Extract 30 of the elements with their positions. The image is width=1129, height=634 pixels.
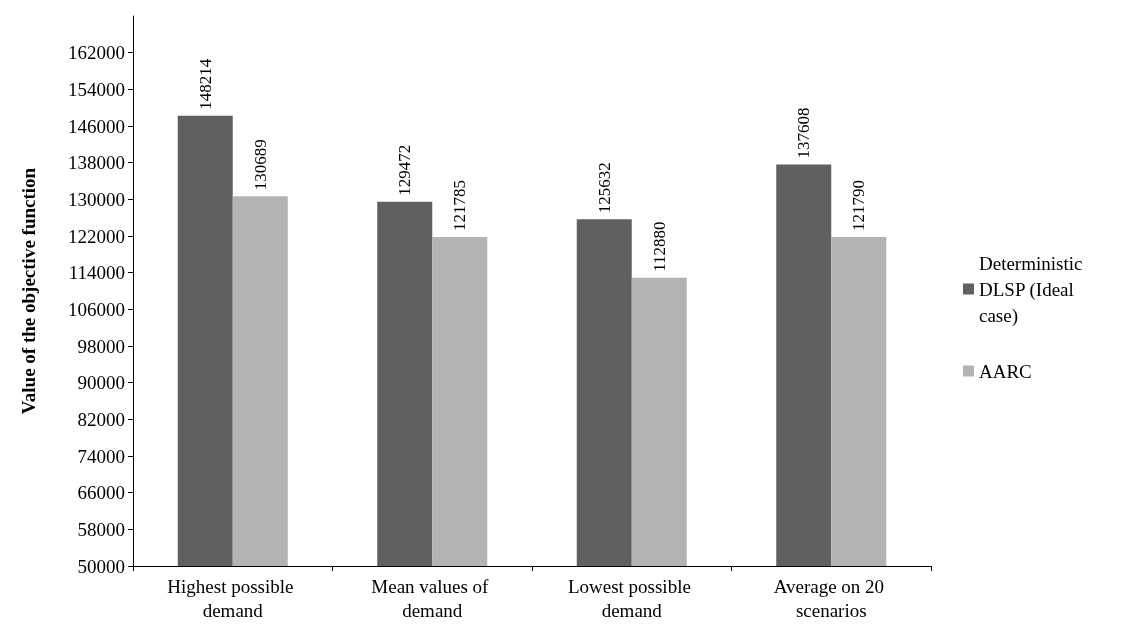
y-tick-label: 138000 — [68, 152, 125, 174]
y-tick-label: 154000 — [68, 78, 125, 100]
x-tick-label: Highest possible demand — [167, 575, 299, 621]
y-tick-label: 122000 — [68, 225, 125, 247]
legend-label: AARC — [979, 360, 1032, 382]
y-axis-title: Value of the objective function — [18, 167, 39, 415]
y-tick-label: 66000 — [77, 482, 125, 504]
data-label: 130689 — [250, 139, 270, 191]
y-tick-label: 106000 — [68, 298, 125, 320]
data-label: 129472 — [395, 144, 415, 196]
y-tick-label: 130000 — [68, 188, 125, 210]
data-label: 121790 — [849, 179, 869, 231]
data-label: 125632 — [594, 162, 614, 214]
y-tick-label: 82000 — [77, 408, 125, 430]
y-tick-label: 146000 — [68, 115, 125, 137]
legend-label: Deterministic DLSP (Ideal case) — [979, 252, 1088, 327]
x-tick-label: Lowest possible demand — [567, 575, 696, 621]
data-label: 112880 — [649, 221, 669, 272]
y-tick-label: 74000 — [77, 445, 125, 467]
x-tick-label: Average on 20 scenarios — [773, 575, 889, 621]
y-tick-label: 90000 — [77, 372, 125, 394]
data-label: 121785 — [450, 179, 470, 231]
data-label: 148214 — [195, 58, 215, 110]
x-tick-label: Mean values of demand — [371, 575, 494, 621]
y-tick-label: 58000 — [77, 518, 125, 540]
y-tick-label: 114000 — [68, 262, 125, 284]
data-label: 137608 — [794, 107, 814, 159]
y-tick-label: 50000 — [77, 555, 125, 577]
y-tick-label: 162000 — [68, 42, 125, 64]
y-tick-label: 98000 — [77, 335, 125, 357]
